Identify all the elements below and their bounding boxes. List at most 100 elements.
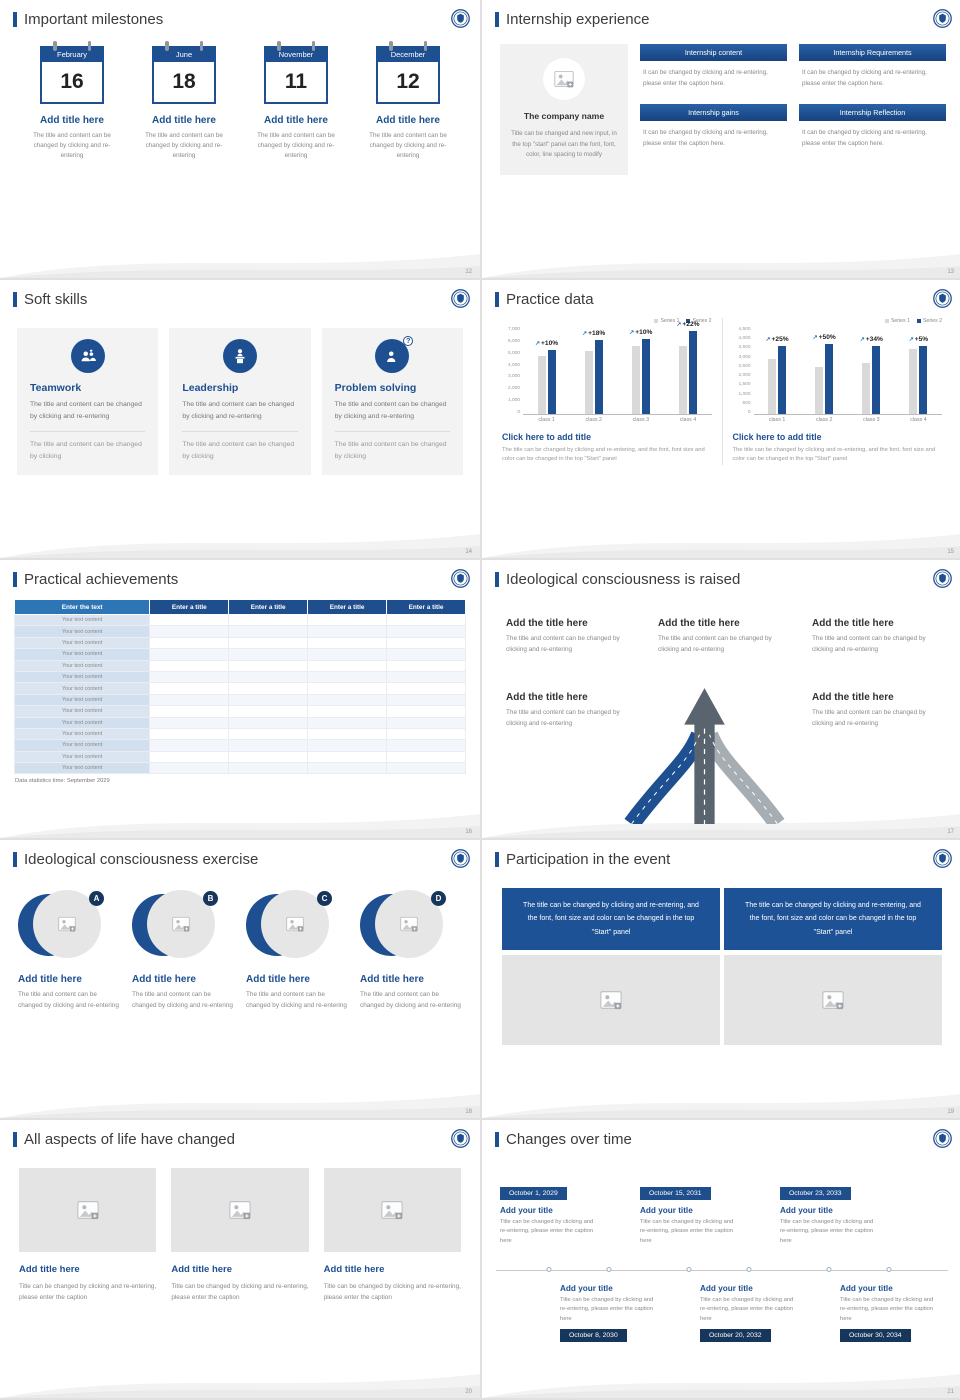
image-disc[interactable]: D: [360, 890, 446, 962]
skill-body: The title and content can be changed by …: [30, 399, 146, 433]
image-disc[interactable]: A: [18, 890, 104, 962]
series1-bar: [862, 363, 871, 414]
entry-title: Add your title: [700, 1284, 753, 1293]
life-item: Add title here Title can be changed by c…: [171, 1168, 309, 1303]
table-row: Your text content: [13, 727, 466, 741]
image-placeholder-icon: [229, 1199, 251, 1221]
image-placeholder-icon: [172, 915, 190, 933]
calendar-hook: [165, 41, 169, 51]
y-tick-label: 1,000: [738, 391, 751, 397]
wave-decoration: [482, 1084, 960, 1118]
item-caption: The title and content can be changed by …: [360, 991, 461, 1009]
slide-practical-achievements[interactable]: Practical achievements Enter the text En…: [0, 560, 480, 838]
series2-bar: [919, 346, 928, 414]
image-disc[interactable]: B: [132, 890, 218, 962]
wave-decoration: [0, 1084, 480, 1118]
skill-footer: The title and content can be changed by …: [30, 441, 142, 461]
block-title: Add the title here: [506, 618, 588, 629]
date-badge: October 1, 2029: [500, 1187, 567, 1200]
table-cell: [307, 750, 388, 764]
column-header: Enter a title: [307, 599, 388, 615]
slide-changes-over-time[interactable]: Changes over time October 1, 2029 Add yo…: [482, 1120, 960, 1398]
slide-internship-experience[interactable]: Internship experience The company name T…: [482, 0, 960, 278]
title-accent-bar: [13, 12, 17, 27]
growth-label: ↗+10%: [629, 328, 653, 336]
table-cell: [149, 716, 230, 729]
item-caption: Title can be changed by clicking and re-…: [171, 1283, 309, 1302]
calendar-day: 16: [40, 62, 104, 104]
legend-item: Series 2: [686, 318, 712, 324]
table-cell: [307, 648, 388, 661]
column-header: Enter a title: [386, 599, 466, 615]
calendar-hook: [277, 41, 281, 51]
block-caption: The title and content can be changed by …: [506, 709, 620, 727]
company-image-placeholder[interactable]: [543, 58, 585, 100]
page-number: 19: [947, 1109, 954, 1115]
table-cell: [228, 636, 309, 650]
image-placeholder[interactable]: [323, 1168, 461, 1252]
internship-panel: Internship Reflection It can be changed …: [799, 103, 946, 150]
calendar-month: November: [264, 46, 328, 62]
slide-title: Soft skills: [24, 291, 88, 308]
table-cell: [228, 670, 309, 684]
table-cell: [307, 762, 388, 775]
slide-life-changed[interactable]: All aspects of life have changed Add tit…: [0, 1120, 480, 1398]
title-block: Add the title here The title and content…: [812, 692, 944, 729]
skill-name: Teamwork: [30, 382, 82, 394]
table-cell: [386, 727, 466, 741]
chart-title-link[interactable]: Click here to add title: [502, 432, 591, 442]
slide-practice-data[interactable]: Practice data Series 1 Series 2 7,000 6,00…: [482, 280, 960, 558]
table-cell: [307, 682, 388, 695]
panel-header: Internship Reflection: [799, 103, 946, 121]
table-cell: [307, 659, 388, 672]
slide-important-milestones[interactable]: Important milestones February 16 Add tit…: [0, 0, 480, 278]
timeline-entry: Add your title Title can be changed by c…: [840, 1284, 938, 1342]
problem-solving-icon: ?: [375, 336, 414, 373]
block-title: Add the title here: [812, 618, 894, 629]
bar-chart-left: Series 1 Series 2 7,000 6,000 5,000 4,000 3,0…: [492, 318, 722, 465]
skill-name: Leadership: [182, 382, 239, 394]
table-cell: Your text content: [13, 682, 151, 695]
entry-title: Add your title: [500, 1206, 553, 1215]
slide-participation[interactable]: Participation in the event The title can…: [482, 840, 960, 1118]
table-cell: Your text content: [13, 636, 151, 650]
timeline-layout: October 1, 2029 Add your title Title can…: [482, 1152, 960, 1392]
series2-bar: [825, 343, 834, 414]
chart-title-link[interactable]: Click here to add title: [732, 432, 822, 442]
table-cell: [307, 705, 388, 718]
entry-caption: Title can be changed by clicking and re-…: [840, 1297, 934, 1322]
slide-soft-skills[interactable]: Soft skills Teamwork The title and conte…: [0, 280, 480, 558]
calendar-month: February: [40, 46, 104, 62]
image-placeholder[interactable]: [502, 954, 720, 1045]
image-disc[interactable]: C: [246, 890, 332, 962]
image-placeholder[interactable]: [171, 1168, 309, 1252]
growth-arrow-icon: ↗: [535, 340, 541, 347]
item-title: Add title here: [323, 1264, 385, 1275]
table-cell: [307, 716, 388, 729]
slide-consciousness-exercise[interactable]: Ideological consciousness exercise A Add…: [0, 840, 480, 1118]
plot: ↗+10% ↗+18% ↗+10% ↗+22%: [523, 321, 712, 415]
company-caption: Title can be changed and new input, in t…: [511, 130, 617, 159]
image-placeholder[interactable]: [724, 954, 942, 1045]
image-placeholder[interactable]: [19, 1168, 157, 1252]
calendar-day: 11: [264, 62, 328, 104]
legend-swatch: [884, 319, 889, 323]
milestones-row: February 16 Add title here The title and…: [0, 32, 480, 160]
title-block: Add the title here The title and content…: [812, 618, 944, 655]
timeline-dot: [746, 1267, 752, 1272]
skill-name: Problem solving: [334, 382, 417, 394]
milestone-caption: The title and content can be changed by …: [369, 132, 447, 159]
y-tick-label: 3,000: [507, 374, 520, 380]
calendar-hook: [423, 41, 427, 51]
title-block: Add the title here The title and content…: [506, 618, 638, 655]
table-cell: [386, 739, 466, 752]
table-row: Your text content: [13, 613, 466, 627]
image-placeholders-row: [502, 954, 942, 1045]
timeline-entry: October 23, 2033 Add your title Title ca…: [780, 1182, 878, 1246]
table-cell: [149, 613, 230, 627]
table-cell: Your text content: [13, 670, 151, 684]
table-cell: [149, 727, 230, 741]
y-tick-label: 7,000: [507, 327, 520, 332]
page-number: 20: [465, 1389, 472, 1395]
slide-consciousness-raised[interactable]: Ideological consciousness is raised Add …: [482, 560, 960, 838]
